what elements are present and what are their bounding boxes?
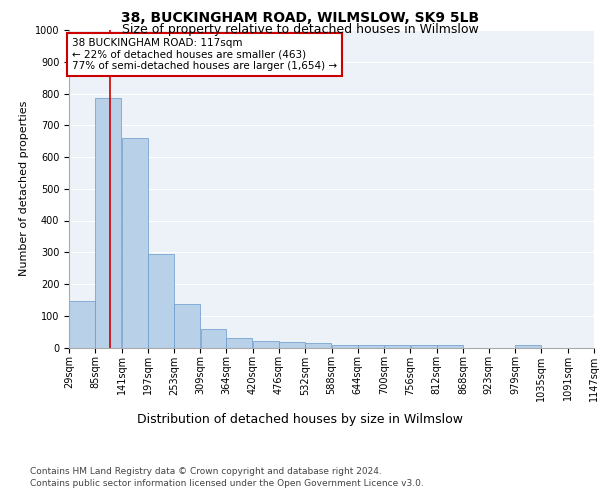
Bar xyxy=(305,342,331,347)
Bar xyxy=(122,138,148,348)
Text: Size of property relative to detached houses in Wilmslow: Size of property relative to detached ho… xyxy=(122,22,478,36)
Bar xyxy=(148,254,174,348)
Text: Contains public sector information licensed under the Open Government Licence v3: Contains public sector information licen… xyxy=(30,479,424,488)
Bar xyxy=(332,346,358,348)
Text: 38, BUCKINGHAM ROAD, WILMSLOW, SK9 5LB: 38, BUCKINGHAM ROAD, WILMSLOW, SK9 5LB xyxy=(121,12,479,26)
Text: 38 BUCKINGHAM ROAD: 117sqm
← 22% of detached houses are smaller (463)
77% of sem: 38 BUCKINGHAM ROAD: 117sqm ← 22% of deta… xyxy=(72,38,337,71)
Bar xyxy=(384,346,410,348)
Y-axis label: Number of detached properties: Number of detached properties xyxy=(19,101,29,276)
Bar xyxy=(253,341,279,347)
Bar xyxy=(279,342,305,347)
Bar xyxy=(200,330,226,347)
Bar xyxy=(410,346,437,348)
Bar xyxy=(358,346,384,348)
Bar xyxy=(437,346,463,348)
Bar xyxy=(69,302,95,348)
Bar xyxy=(95,98,121,348)
Bar xyxy=(226,338,253,347)
Text: Contains HM Land Registry data © Crown copyright and database right 2024.: Contains HM Land Registry data © Crown c… xyxy=(30,468,382,476)
Text: Distribution of detached houses by size in Wilmslow: Distribution of detached houses by size … xyxy=(137,412,463,426)
Bar xyxy=(515,346,541,348)
Bar xyxy=(175,304,200,348)
